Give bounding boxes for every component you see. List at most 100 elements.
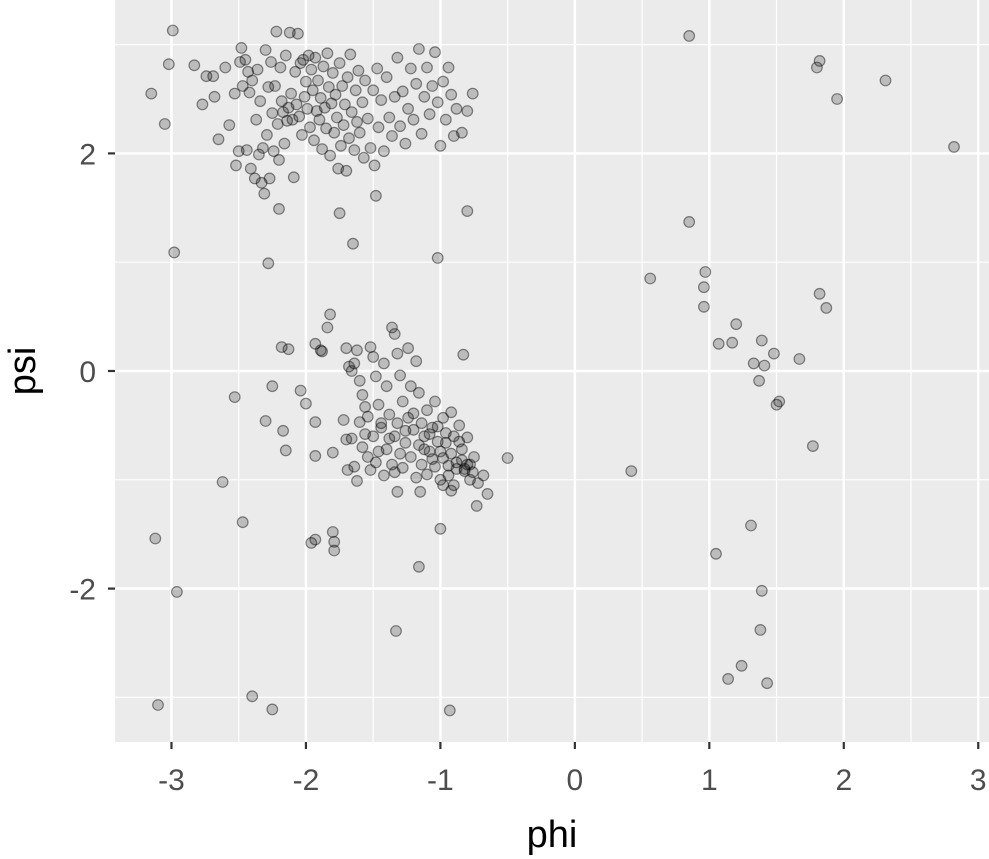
data-point [364,464,377,476]
data-point [348,460,361,473]
data-point [386,458,398,471]
data-point [353,126,366,139]
data-point [267,145,280,158]
x-axis: -3 -2 -1 0 1 2 3 [158,742,987,797]
data-point [279,49,292,62]
data-point [371,62,384,75]
data-point [755,334,768,347]
data-point [232,145,245,158]
data-point [356,441,369,454]
data-point [399,436,412,449]
data-point [345,106,358,118]
data-point [298,90,311,103]
data-point [445,484,458,497]
data-point [470,500,483,512]
data-point [285,87,298,100]
data-point [313,113,326,126]
data-point [378,469,390,482]
data-point [726,336,739,349]
data-point [228,391,241,404]
data-point [320,122,333,135]
data-point [423,445,436,458]
data-point [149,532,162,545]
y-tick-label: -2 [69,574,96,607]
data-point [415,417,428,430]
data-point [394,369,407,382]
data-point [434,473,447,486]
data-point [450,456,463,469]
data-point [230,159,242,172]
data-point [429,46,441,59]
data-point [396,461,409,474]
data-point [293,110,306,123]
data-point [301,102,314,115]
data-point [246,690,259,703]
data-point [813,287,826,300]
data-point [240,144,253,157]
data-point [388,430,401,443]
data-point [477,469,490,482]
data-point [326,66,339,79]
data-point [437,75,450,88]
data-point [447,430,460,443]
data-point [341,464,354,476]
data-point [283,26,296,39]
data-point [246,74,259,87]
data-point [445,88,458,101]
data-point [335,139,347,152]
data-point [309,416,322,429]
data-point [348,144,361,157]
data-point [314,91,327,104]
data-point [300,397,312,410]
data-point [357,151,370,164]
data-point [304,121,316,134]
data-point [753,374,765,387]
data-point [391,417,404,430]
data-point [421,468,433,481]
data-point [259,44,272,56]
data-point [456,454,468,467]
data-point [813,55,826,67]
data-point [219,61,232,74]
data-point [758,359,771,372]
data-point [242,65,255,78]
data-point [414,485,427,498]
data-point [423,428,436,441]
data-point [356,389,369,401]
data-point [316,143,329,156]
data-point [236,80,249,92]
data-point [300,75,312,88]
data-point [768,347,780,360]
y-axis: -2 0 2 [69,138,115,607]
data-point [367,84,380,97]
data-point [292,27,304,40]
data-point [712,337,725,350]
data-point [359,74,372,87]
data-point [235,42,248,54]
data-point [413,560,425,573]
data-point [439,436,452,449]
data-point [434,445,447,458]
data-point [340,433,353,446]
data-point [208,90,221,103]
data-point [378,145,390,158]
data-point [383,111,396,124]
y-tick-label: 2 [79,138,96,171]
x-axis-title: phi [527,814,578,856]
data-point [820,302,833,314]
x-tick-label: 1 [701,764,718,797]
data-point [415,458,428,471]
data-point [326,526,339,538]
data-point [442,61,455,74]
data-point [356,96,369,109]
data-point [333,207,346,220]
data-point [447,479,460,492]
data-point [347,237,359,250]
data-point [328,535,341,548]
data-point [170,586,183,598]
data-point [274,61,287,74]
data-point [332,162,345,175]
data-point [212,133,225,146]
data-point [262,81,275,93]
data-point [461,105,474,117]
